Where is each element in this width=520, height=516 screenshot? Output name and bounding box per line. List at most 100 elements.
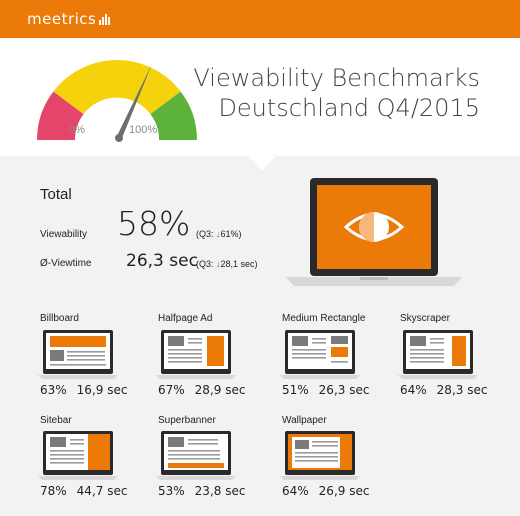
text-line	[292, 357, 326, 359]
logo-bars-icon	[99, 13, 111, 25]
text-line	[295, 456, 338, 458]
format-title-skyscraper: Skyscraper	[400, 313, 451, 324]
laptop-base	[38, 476, 118, 480]
ad-layout	[288, 434, 352, 470]
laptop-base	[156, 375, 236, 379]
laptop-base	[280, 476, 360, 480]
text-line	[168, 357, 202, 359]
ad-layout	[50, 336, 106, 366]
format-title-medrect: Medium Rectangle	[282, 313, 366, 324]
viewtime-q3-prefix: (Q3:	[196, 259, 214, 269]
text-line	[70, 439, 84, 441]
content-block	[331, 336, 348, 344]
eye-icon	[343, 213, 405, 241]
title-line-1: Viewability Benchmarks	[193, 64, 480, 92]
format-viewtime: 28,3 sec	[436, 383, 488, 397]
text-line	[168, 454, 220, 456]
laptop-billboard-icon	[38, 330, 118, 379]
viewability-gauge: 0% 100%	[37, 60, 197, 142]
meetrics-logo: meetrics	[27, 10, 111, 28]
viewability-q3-prefix: (Q3:	[196, 229, 214, 239]
gauge-max-label: 100%	[129, 124, 157, 136]
text-line	[168, 450, 220, 452]
text-line	[50, 462, 84, 464]
text-line	[188, 443, 218, 445]
format-viewtime: 26,9 sec	[318, 484, 370, 498]
text-line	[430, 342, 444, 344]
text-line	[67, 359, 105, 361]
laptop-wallpaper-icon	[280, 431, 360, 480]
total-heading: Total	[40, 186, 72, 203]
ad-slot	[88, 434, 110, 470]
laptop-skyscraper-icon	[398, 330, 478, 379]
ad-slot	[207, 336, 224, 366]
format-viewtime: 44,7 sec	[76, 484, 128, 498]
text-line	[67, 355, 105, 357]
viewtime-label: Ø-Viewtime	[40, 258, 92, 269]
eye-pupil-shade	[359, 212, 374, 242]
format-viewtime: 28,9 sec	[194, 383, 246, 397]
ad-slot	[168, 463, 224, 468]
format-viewability: 53%	[158, 484, 185, 498]
text-line	[312, 338, 326, 340]
text-line	[410, 357, 444, 359]
format-stats-wallpaper: 64% 26,9 sec	[282, 484, 369, 498]
format-viewtime: 23,8 sec	[194, 484, 246, 498]
laptop-superbanner-icon	[156, 431, 236, 480]
gauge-needle	[116, 64, 152, 138]
format-title-sitebar: Sitebar	[40, 415, 72, 426]
format-viewability: 64%	[282, 484, 309, 498]
format-stats-medrect: 51% 26,3 sec	[282, 383, 369, 397]
text-line	[331, 361, 348, 363]
viewability-q3-value: 61%)	[220, 229, 242, 239]
format-viewtime: 16,9 sec	[76, 383, 128, 397]
top-bar: meetrics	[0, 0, 520, 38]
text-line	[168, 361, 202, 363]
viewtime-q3-comparison: (Q3: ↓28,1 sec)	[196, 259, 258, 269]
laptop-base	[398, 375, 478, 379]
content-block	[410, 336, 426, 346]
ad-layout	[50, 434, 110, 470]
text-line	[410, 353, 444, 355]
text-line	[168, 458, 220, 460]
text-line	[292, 353, 326, 355]
viewtime-value: 26,3 sec	[126, 251, 198, 271]
format-viewability: 64%	[400, 383, 427, 397]
text-line	[295, 460, 338, 462]
format-stats-skyscraper: 64% 28,3 sec	[400, 383, 487, 397]
logo-text: meetrics	[27, 10, 97, 28]
text-line	[50, 454, 84, 456]
format-viewability: 51%	[282, 383, 309, 397]
viewability-value: 58%	[117, 204, 191, 243]
content-block	[292, 336, 308, 346]
hero-laptop-hinge	[360, 277, 388, 280]
text-line	[188, 338, 202, 340]
text-line	[295, 452, 338, 454]
format-viewability: 63%	[40, 383, 67, 397]
text-line	[410, 349, 444, 351]
content-block	[295, 440, 309, 449]
down-arrow-icon: ↓	[216, 259, 221, 269]
ad-layout	[410, 336, 466, 366]
gauge-hub	[115, 134, 123, 142]
ad-slot	[452, 336, 466, 366]
format-viewability: 78%	[40, 484, 67, 498]
page-title: Viewability Benchmarks Deutschland Q4/20…	[193, 63, 480, 123]
laptop-eye-illustration	[286, 178, 462, 286]
format-title-superbanner: Superbanner	[158, 415, 216, 426]
text-line	[312, 342, 326, 344]
text-line	[410, 361, 444, 363]
viewability-label: Viewability	[40, 229, 88, 240]
format-title-wallpaper: Wallpaper	[282, 415, 327, 426]
text-line	[188, 342, 202, 344]
laptop-base	[38, 375, 118, 379]
laptop-medrect-icon	[280, 330, 360, 379]
gauge-yellow-segment	[53, 60, 181, 115]
content-block	[50, 350, 64, 361]
text-line	[50, 364, 106, 366]
laptop-base	[280, 375, 360, 379]
hero-laptop-base	[286, 277, 462, 286]
gauge-red-segment	[37, 91, 84, 140]
ad-layout	[292, 336, 348, 363]
laptop-base	[156, 476, 236, 480]
